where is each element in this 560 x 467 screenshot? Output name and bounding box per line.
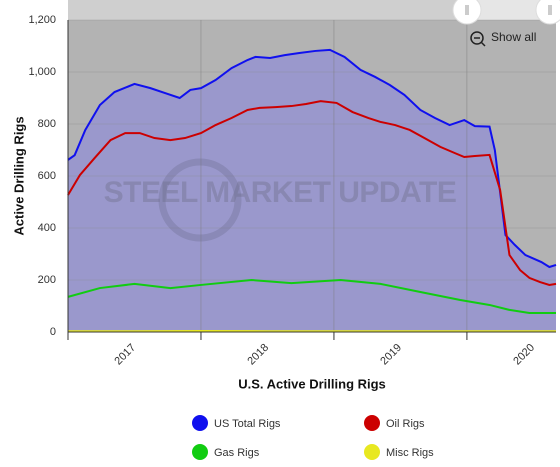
x-tick-label: 2019 (378, 342, 404, 368)
legend-marker (192, 444, 208, 460)
y-tick-label: 600 (38, 170, 56, 182)
x-tick-label: 2017 (112, 342, 138, 368)
legend-marker (364, 444, 380, 460)
y-axis-label: Active Drilling Rigs (11, 116, 26, 235)
legend-label[interactable]: Gas Rigs (214, 447, 260, 459)
y-tick-label: 200 (38, 274, 56, 286)
legend-marker (364, 415, 380, 431)
navigator-mask (68, 0, 468, 20)
y-tick-label: 1,000 (28, 66, 56, 78)
x-tick-label: 2020 (511, 342, 537, 368)
y-tick-label: 800 (38, 118, 56, 130)
y-tick-label: 0 (50, 326, 56, 338)
chart-title: U.S. Active Drilling Rigs (238, 376, 386, 391)
show-all-button[interactable]: Show all (491, 30, 536, 44)
y-tick-label: 400 (38, 222, 56, 234)
legend-label[interactable]: US Total Rigs (214, 418, 281, 430)
watermark: STEEL MARKET UPDATE (104, 176, 457, 209)
legend-label[interactable]: Oil Rigs (386, 418, 425, 430)
x-tick-label: 2018 (245, 342, 271, 368)
y-tick-label: 1,200 (28, 14, 56, 26)
legend-label[interactable]: Misc Rigs (386, 447, 434, 459)
navigator-handle[interactable] (453, 0, 481, 24)
legend-marker (192, 415, 208, 431)
